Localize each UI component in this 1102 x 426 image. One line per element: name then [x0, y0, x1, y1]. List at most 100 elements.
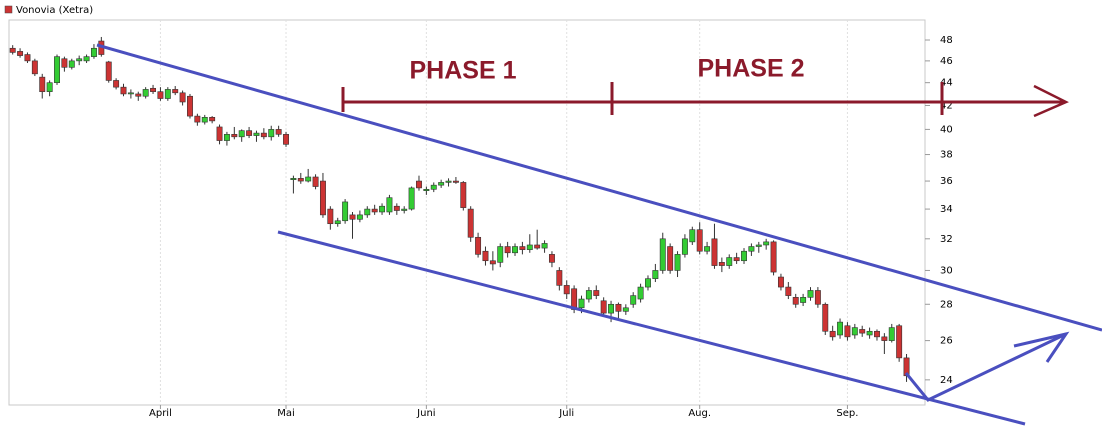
x-tick-label: Mai	[277, 408, 295, 419]
y-tick-label: 42	[940, 100, 953, 111]
candle-body	[763, 241, 770, 246]
candle-body	[807, 290, 814, 298]
candle-body	[445, 180, 452, 183]
candle-body	[39, 76, 46, 92]
candle-body	[305, 176, 312, 182]
x-tick-label: Sep.	[836, 408, 858, 419]
candle-body	[253, 132, 260, 136]
candle-body	[896, 325, 903, 359]
candle-body	[386, 197, 393, 213]
y-tick-label: 28	[940, 299, 953, 310]
candle-body	[216, 126, 223, 141]
candle-body	[268, 129, 275, 138]
candle-body	[179, 92, 186, 103]
candle-body	[888, 327, 895, 341]
candle-body	[755, 244, 762, 247]
candle-body	[327, 208, 334, 225]
candle-body	[290, 178, 297, 180]
candle-body	[31, 60, 38, 75]
candle-body	[127, 92, 134, 95]
candle-body	[556, 270, 563, 286]
y-tick-label: 26	[940, 336, 953, 347]
candle-body	[187, 95, 193, 117]
candle-body	[76, 58, 83, 62]
candle-body	[260, 132, 267, 138]
candle-body	[733, 257, 740, 262]
candle-body	[777, 276, 784, 288]
candle-body	[231, 134, 238, 138]
lower-trend-line	[277, 230, 1026, 426]
phase-label: PHASE 2	[698, 55, 805, 83]
y-tick-label: 36	[940, 176, 953, 187]
candle-body	[615, 303, 622, 312]
candle-body	[704, 246, 711, 252]
candle-body	[460, 182, 467, 208]
candle-body	[194, 115, 201, 123]
candle-body	[416, 180, 422, 189]
candle-body	[172, 89, 179, 94]
x-tick-label: Juli	[558, 408, 574, 419]
candle-body	[142, 89, 149, 97]
candle-body	[61, 58, 68, 68]
candle-body	[674, 254, 681, 271]
candle-body	[718, 262, 725, 266]
candle-body	[837, 321, 844, 336]
candle-body	[201, 116, 208, 123]
candle-body	[792, 297, 799, 305]
candle-body	[829, 330, 836, 338]
candle-body	[319, 180, 326, 216]
candle-body	[157, 91, 164, 99]
candle-body	[150, 87, 157, 92]
candle-body	[364, 208, 371, 216]
candle-body	[667, 246, 674, 271]
legend-label: Vonovia (Xetra)	[16, 5, 93, 16]
candle-body	[283, 134, 289, 145]
upper-trend-line	[96, 43, 1102, 332]
candle-body	[659, 238, 666, 271]
candle-body	[741, 250, 747, 262]
candle-body	[696, 229, 703, 252]
y-tick-label: 30	[940, 265, 953, 276]
candle-body	[622, 307, 629, 312]
candle-body	[238, 130, 245, 138]
candle-body	[209, 116, 216, 122]
forecast-arrow	[904, 332, 1067, 402]
candle-body	[504, 246, 511, 254]
candle-body	[489, 260, 496, 265]
candle-body	[120, 86, 127, 95]
candle-body	[534, 244, 541, 249]
candle-body	[600, 300, 607, 314]
candle-body	[859, 329, 866, 334]
candle-body	[297, 178, 304, 182]
candle-body	[475, 236, 482, 255]
candle-body	[430, 184, 437, 190]
candle-body	[630, 295, 637, 305]
candle-body	[17, 51, 24, 56]
y-tick-label: 38	[940, 150, 953, 161]
annotation-lines	[96, 43, 1102, 426]
candle-body	[770, 241, 777, 273]
candle-body	[423, 188, 430, 191]
candle-body	[68, 60, 75, 68]
candle-body	[881, 336, 888, 341]
candle-body	[223, 134, 230, 141]
y-tick-label: 48	[940, 35, 953, 46]
candle-body	[711, 238, 718, 266]
candle-body	[681, 238, 688, 255]
candle-body	[467, 208, 474, 238]
candle-body	[482, 250, 489, 262]
candle-body	[512, 246, 518, 254]
candle-body	[135, 93, 142, 97]
y-tick-label: 44	[940, 78, 953, 89]
candle-body	[452, 180, 459, 183]
candle-body	[844, 325, 851, 338]
candle-body	[593, 290, 600, 296]
candle-body	[393, 205, 400, 211]
phase-arrowhead	[1033, 84, 1069, 118]
candle-body	[652, 270, 659, 279]
candle-body	[275, 129, 282, 135]
candle-body	[578, 298, 585, 309]
candle-body	[90, 47, 97, 57]
candle-body	[645, 278, 651, 288]
